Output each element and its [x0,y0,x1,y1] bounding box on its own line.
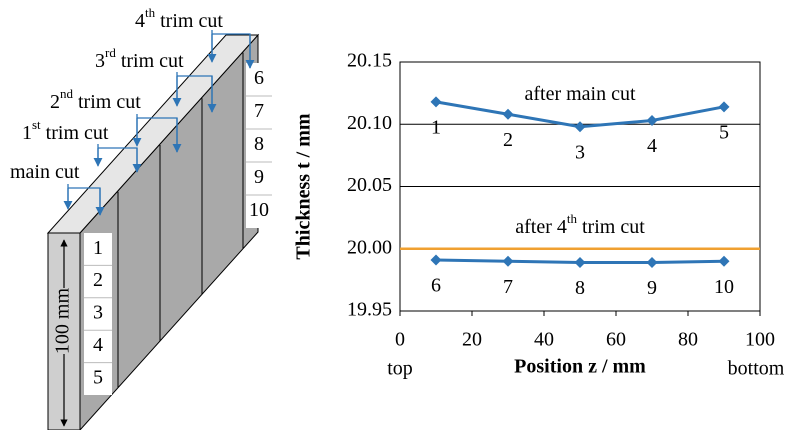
x-tick-label: 0 [395,329,405,351]
segment-number: 9 [254,166,264,188]
x-tick-label: 20 [462,329,482,351]
y-tick-label: 20.15 [347,50,392,72]
x-axis-label: Position z / mm [514,356,646,378]
point-label: 3 [575,141,585,163]
cut-label-part: trim cut [73,91,141,113]
cut-label-part: 3 [95,50,105,72]
cut-label-part: trim cut [116,50,184,72]
point-label: 5 [719,121,729,143]
series-annotation: after 4th trim cut [515,211,645,237]
segment-number: 8 [254,133,264,155]
point-label: 6 [431,275,441,297]
data-point [431,96,442,107]
x-tick-label: 40 [534,329,554,351]
segment-number: 3 [93,302,103,324]
cut-label: 3rd trim cut [95,45,184,71]
cut-label: 1st trim cut [22,117,109,143]
cut-label-part: rd [105,45,116,60]
cut-label: main cut [10,161,80,183]
series-annotation: after main cut [524,83,635,105]
x-tick-label: 60 [606,329,626,351]
segment-number: 4 [93,334,103,356]
cut-label-part: main cut [10,161,80,183]
point-label: 8 [575,277,585,299]
cut-label-part: 2 [50,91,60,113]
data-point [503,109,514,120]
data-point [431,254,442,265]
data-point [719,256,730,267]
point-label: 4 [647,135,657,157]
point-label: 2 [503,129,513,151]
figure: 100 mm 12345678910main cut1st trim cut2n… [0,0,796,430]
cut-label-part: nd [60,86,74,101]
segment-number: 1 [93,237,103,259]
segment-number: 6 [254,67,264,89]
segment-number: 2 [93,269,103,291]
cut-label-part: th [145,5,156,20]
point-label: 7 [503,276,513,298]
series-annotation-part: after 4 [515,216,567,238]
cut-label: 2nd trim cut [50,86,141,112]
point-label: 10 [714,276,734,298]
cut-label-part: trim cut [41,122,109,144]
y-tick-label: 19.95 [347,299,392,321]
cut-label-part: 1 [22,122,32,144]
cut-label-part: 4 [135,10,145,32]
point-label: 9 [647,277,657,299]
x-tick-label: 100 [745,329,775,351]
x-end-label: top [387,358,413,380]
y-tick-label: 20.05 [347,174,392,196]
segment-number: 7 [254,100,264,122]
cut-label-part: trim cut [155,10,223,32]
x-end-label: bottom [728,358,785,380]
data-point [503,256,514,267]
point-label: 1 [431,116,441,138]
segment-number: 10 [249,199,269,221]
cut-label: 4th trim cut [135,5,223,31]
data-point [647,257,658,268]
data-point [575,121,586,132]
series-annotation-part: after main cut [524,83,635,105]
data-point [575,257,586,268]
series-annotation-part: th [567,211,578,226]
data-point [719,101,730,112]
y-tick-label: 20.10 [347,112,392,134]
series-annotation-part: trim cut [577,216,645,238]
y-axis-label: Thickness t / mm [293,113,315,259]
x-tick-label: 80 [678,329,698,351]
y-tick-label: 20.00 [347,236,392,258]
segment-number: 5 [93,366,103,388]
dimension-label: 100 mm [52,288,74,355]
